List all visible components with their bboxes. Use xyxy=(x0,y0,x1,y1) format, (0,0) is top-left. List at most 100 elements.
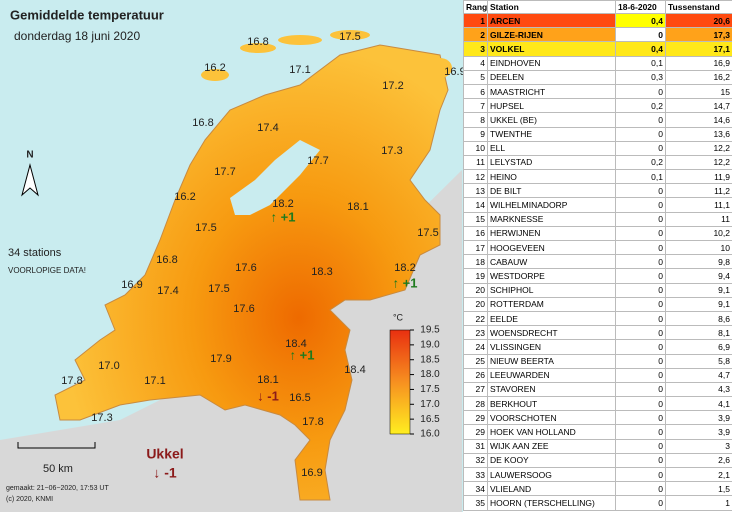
table-cell: 22 xyxy=(463,310,488,327)
table-cell: CABAUW xyxy=(487,254,616,270)
temperature-label: 18.1 xyxy=(257,374,278,386)
table-cell: 3,9 xyxy=(665,410,732,426)
column-header: Rang xyxy=(463,0,488,14)
table-cell: 0 xyxy=(615,466,666,483)
island xyxy=(240,43,276,53)
legend-tick-label: 16.0 xyxy=(420,429,440,440)
table-cell: EELDE xyxy=(487,310,616,327)
temperature-label: 16.8 xyxy=(247,36,268,48)
table-row: 31 WIJK AAN ZEE 0 3 xyxy=(463,438,732,454)
table-cell: WOENSDRECHT xyxy=(487,325,616,341)
table-cell: 0 xyxy=(615,183,666,199)
table-cell: 5 xyxy=(463,69,488,85)
table-cell: 17,3 xyxy=(665,27,732,43)
table-cell: 0 xyxy=(615,112,666,128)
table-cell: 0 xyxy=(615,27,666,43)
table-cell: 14,6 xyxy=(665,112,732,128)
table-cell: 0 xyxy=(615,438,666,454)
table-row: 29 VOORSCHOTEN 0 3,9 xyxy=(463,410,732,426)
table-cell: 0,1 xyxy=(615,55,666,71)
scale-bar xyxy=(17,442,96,449)
table-cell: 1 xyxy=(665,495,732,511)
table-cell: 0 xyxy=(615,310,666,327)
table-cell: 0 xyxy=(615,83,666,100)
table-cell: 0 xyxy=(615,424,666,440)
table-cell: HEINO xyxy=(487,169,616,185)
table-row: 20 ROTTERDAM 0 9,1 xyxy=(463,296,732,312)
table-cell: 0 xyxy=(615,225,666,242)
island xyxy=(278,35,322,45)
table-row: 2 GILZE-RIJEN 0 17,3 xyxy=(463,27,732,43)
table-row: 12 HEINO 0,1 11,9 xyxy=(463,169,732,185)
table-cell: 0,4 xyxy=(615,12,666,29)
table-row: 16 HERWIJNEN 0 10,2 xyxy=(463,225,732,242)
table-cell: 5,8 xyxy=(665,353,732,369)
table-cell: 26 xyxy=(463,367,488,383)
table-cell: 25 xyxy=(463,353,488,369)
temperature-label: 17.3 xyxy=(91,412,112,424)
table-cell: WIJK AAN ZEE xyxy=(487,438,616,454)
island xyxy=(428,58,452,78)
table-row: 5 DEELEN 0,3 16,2 xyxy=(463,69,732,85)
table-cell: 6 xyxy=(463,83,488,100)
table-row: 25 NIEUW BEERTA 0 5,8 xyxy=(463,353,732,369)
table-cell: 0 xyxy=(615,325,666,341)
temperature-label: 17.2 xyxy=(382,80,403,92)
table-row: 26 LEEUWARDEN 0 4,7 xyxy=(463,367,732,383)
north-arrow xyxy=(21,163,39,197)
table-cell: 0 xyxy=(615,452,666,469)
table-cell: 16,9 xyxy=(665,55,732,71)
north-label: N xyxy=(26,150,33,161)
temperature-label: 17.3 xyxy=(381,145,402,157)
table-cell: 1,5 xyxy=(665,481,732,497)
legend-tick-label: 17.5 xyxy=(420,384,440,395)
temperature-label: 17.5 xyxy=(417,227,438,239)
ukkel-name: Ukkel xyxy=(146,446,183,462)
table-cell: 9,1 xyxy=(665,296,732,312)
temperature-label: 18.2 xyxy=(272,198,293,210)
neighbour-land xyxy=(0,170,462,512)
legend-tick-label: 18.5 xyxy=(420,354,440,365)
table-cell: 24 xyxy=(463,339,488,355)
table-cell: 12,2 xyxy=(665,154,732,171)
temperature-label: 17.7 xyxy=(307,155,328,167)
table-cell: WILHELMINADORP xyxy=(487,197,616,213)
table-cell: 0 xyxy=(615,126,666,142)
map-subtitle: donderdag 18 juni 2020 xyxy=(14,29,140,43)
table-cell: 20,6 xyxy=(665,12,732,29)
table-cell: SCHIPHOL xyxy=(487,282,616,298)
table-cell: 11,1 xyxy=(665,197,732,213)
temperature-label: 18.2 xyxy=(394,262,415,274)
table-cell: LAUWERSOOG xyxy=(487,466,616,483)
temperature-label: 18.4 xyxy=(285,338,306,350)
table-cell: 27 xyxy=(463,381,488,398)
table-row: 10 ELL 0 12,2 xyxy=(463,140,732,156)
table-cell: 12,2 xyxy=(665,140,732,156)
table-cell: BERKHOUT xyxy=(487,396,616,412)
table-cell: 0 xyxy=(615,381,666,398)
table-cell: 0 xyxy=(615,254,666,270)
table-row: 8 UKKEL (BE) 0 14,6 xyxy=(463,112,732,128)
table-row: 14 WILHELMINADORP 0 11,1 xyxy=(463,197,732,213)
table-cell: 34 xyxy=(463,481,488,497)
footer: (c) 2020, KNMI xyxy=(6,496,53,503)
table-cell: 0 xyxy=(615,239,666,256)
temperature-label: 16.9 xyxy=(301,467,322,479)
table-cell: 9,8 xyxy=(665,254,732,270)
table-cell: 15 xyxy=(463,211,488,227)
table-cell: 0,1 xyxy=(615,169,666,185)
table-cell: 33 xyxy=(463,466,488,483)
temperature-label: 17.9 xyxy=(210,353,231,365)
temperature-label: 16.9 xyxy=(121,279,142,291)
table-cell: TWENTHE xyxy=(487,126,616,142)
table-cell: 9,4 xyxy=(665,268,732,284)
table-cell: 0,2 xyxy=(615,98,666,114)
column-header: 18-6-2020 xyxy=(615,0,666,14)
table-cell: 4,1 xyxy=(665,396,732,412)
table-cell: STAVOREN xyxy=(487,381,616,398)
table-row: 27 STAVOREN 0 4,3 xyxy=(463,381,732,398)
table-cell: 23 xyxy=(463,325,488,341)
column-header: Tussenstand xyxy=(665,0,732,14)
map-title: Gemiddelde temperatuur xyxy=(10,7,164,22)
table-cell: VLIELAND xyxy=(487,481,616,497)
